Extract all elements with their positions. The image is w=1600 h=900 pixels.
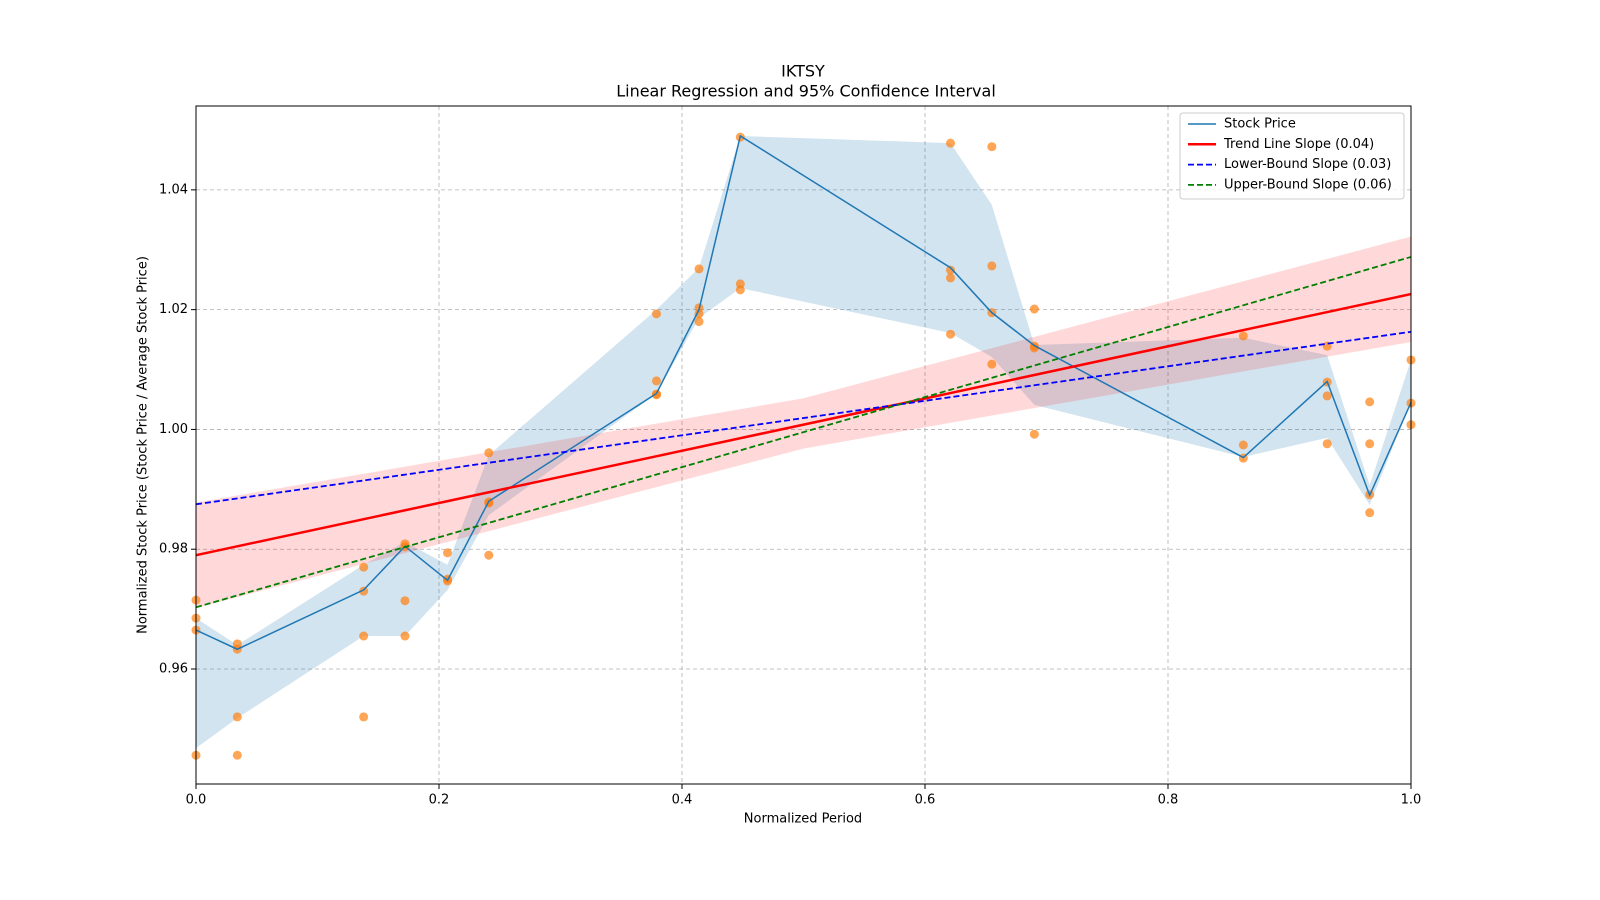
x-tick-label: 0.6 — [915, 793, 936, 808]
series-line — [195, 330, 1412, 506]
data-point — [1238, 440, 1248, 450]
data-point — [694, 317, 704, 327]
y-axis-label: Normalized Stock Price (Stock Price / Av… — [136, 256, 151, 634]
data-point — [359, 562, 369, 572]
y-tick-label: 0.98 — [159, 542, 188, 557]
data-point — [443, 548, 453, 558]
plot-frame — [195, 105, 1412, 785]
x-axis-label: Normalized Period — [744, 812, 862, 827]
x-tick-label: 0.8 — [1158, 793, 1179, 808]
x-tick-label: 0.2 — [429, 793, 450, 808]
data-point — [400, 631, 410, 641]
data-point — [735, 285, 745, 295]
confidence-band — [196, 135, 1411, 749]
chart-title: IKTSY — [781, 62, 825, 81]
series-line — [195, 256, 1412, 609]
data-point — [694, 264, 704, 274]
legend-label: Stock Price — [1224, 117, 1296, 132]
data-point — [1322, 391, 1332, 401]
chart-subtitle: Linear Regression and 95% Confidence Int… — [616, 82, 996, 101]
legend-label: Trend Line Slope (0.04) — [1223, 137, 1374, 152]
data-point — [946, 273, 956, 283]
data-point — [359, 586, 369, 596]
data-point — [651, 390, 661, 400]
data-point — [484, 550, 494, 560]
legend: Stock Price Trend Line Slope (0.04) Lower-… — [1179, 112, 1405, 200]
data-point — [651, 309, 661, 319]
legend-label: Upper-Bound Slope (0.06) — [1224, 177, 1392, 192]
y-tick-label: 1.02 — [159, 302, 188, 317]
data-point — [694, 309, 704, 319]
data-point — [987, 261, 997, 271]
data-point — [1238, 331, 1248, 341]
series-line — [195, 292, 1412, 557]
data-point — [987, 359, 997, 369]
x-tick-label: 1.0 — [1401, 793, 1422, 808]
data-point — [1322, 439, 1332, 449]
y-tick-label: 1.04 — [159, 182, 188, 197]
data-point — [232, 750, 242, 760]
y-tick-label: 0.96 — [159, 662, 188, 677]
data-point — [946, 138, 956, 148]
legend-box — [1179, 112, 1405, 200]
x-tick-label: 0.0 — [186, 793, 207, 808]
data-point — [484, 448, 494, 458]
confidence-band — [196, 236, 1411, 608]
data-point — [946, 329, 956, 339]
data-point — [651, 376, 661, 386]
data-point — [987, 142, 997, 152]
data-point — [1365, 397, 1375, 407]
data-point — [1029, 304, 1039, 314]
data-point — [1029, 429, 1039, 439]
data-point — [946, 265, 956, 275]
data-point — [359, 712, 369, 722]
data-point — [359, 631, 369, 641]
series-line — [195, 134, 1412, 651]
data-point — [1029, 343, 1039, 353]
data-point — [400, 596, 410, 606]
data-point — [1365, 508, 1375, 518]
y-tick-label: 1.00 — [159, 422, 188, 437]
data-point — [1365, 439, 1375, 449]
legend-label: Lower-Bound Slope (0.03) — [1224, 157, 1391, 172]
data-point — [232, 712, 242, 722]
x-tick-label: 0.4 — [672, 793, 693, 808]
